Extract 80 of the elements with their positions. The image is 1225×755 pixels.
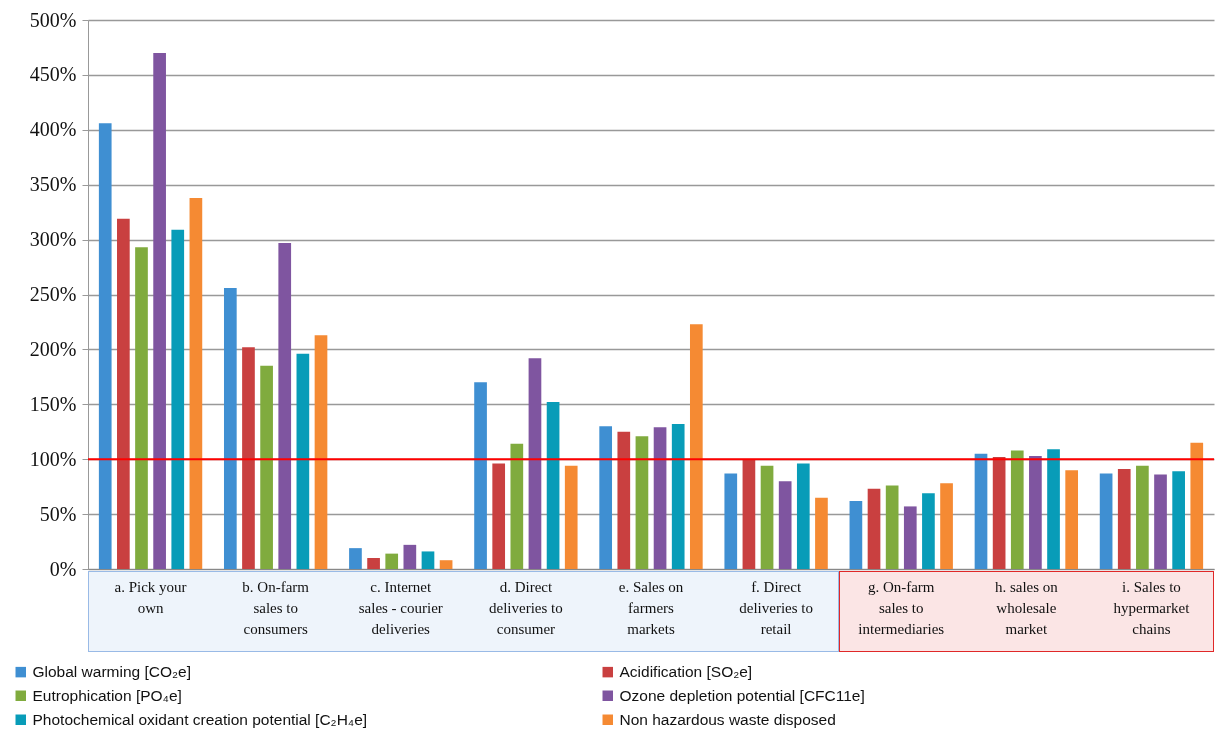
- x-tick-label: g. On-farm sales to intermediaries: [858, 578, 945, 637]
- bar: [724, 473, 738, 569]
- bar: [1029, 455, 1042, 569]
- bar: [903, 506, 917, 569]
- bar: [1154, 474, 1167, 569]
- bar: [403, 544, 417, 569]
- bar: [153, 52, 166, 569]
- bar: [1047, 449, 1060, 569]
- bar: [1099, 473, 1113, 569]
- bar: [98, 123, 112, 569]
- x-tick-label: i. Sales to hypermarket chains: [1113, 578, 1191, 637]
- bar: [278, 242, 292, 569]
- legend-label: Photochemical oxidant creation potential [C₂H₄e]: [32, 710, 368, 728]
- bar: [385, 553, 399, 569]
- bar: [546, 402, 560, 569]
- y-tick-label: 50%: [39, 502, 77, 525]
- y-tick-label: 300%: [29, 228, 77, 251]
- bar: [223, 287, 237, 569]
- bar: [1065, 470, 1079, 569]
- x-tick-label: f. Direct deliveries to retail: [739, 578, 813, 637]
- y-tick-label: 100%: [29, 447, 77, 470]
- bar: [171, 229, 185, 569]
- y-tick-label: 250%: [29, 283, 77, 305]
- bar: [742, 459, 756, 569]
- legend-label: Ozone depletion potential [CFC11e]: [619, 686, 865, 704]
- x-tick-label: e. Sales on farmers markets: [618, 578, 684, 637]
- bar: [940, 483, 953, 569]
- legend-label: Acidification [SO₂e]: [619, 663, 753, 681]
- bar: [189, 197, 203, 569]
- legend-label: Eutrophication [PO₄e]: [32, 686, 182, 704]
- bar: [974, 453, 988, 569]
- bar: [867, 488, 881, 569]
- bar: [528, 358, 542, 569]
- bar: [135, 247, 148, 569]
- bar: [117, 218, 130, 569]
- bar: [796, 463, 810, 569]
- bar: [922, 493, 935, 569]
- bar: [689, 324, 703, 569]
- bar: [296, 353, 310, 569]
- bar: [1010, 450, 1024, 569]
- bar: [778, 481, 792, 569]
- bar: [474, 382, 487, 569]
- x-tick-label: c. Internet sales - courier deliveries: [358, 578, 443, 637]
- bar: [653, 427, 667, 569]
- x-tick-label: h. sales on wholesale market: [994, 578, 1059, 637]
- y-tick-label: 150%: [29, 392, 77, 415]
- bar: [349, 548, 362, 569]
- y-tick-label: 0%: [49, 557, 77, 580]
- bar: [760, 465, 774, 569]
- y-tick-label: 350%: [29, 173, 77, 196]
- bar: [314, 335, 328, 569]
- bar: [815, 497, 828, 569]
- bar: [885, 485, 899, 569]
- bar: [671, 424, 685, 569]
- y-tick-label: 500%: [29, 8, 77, 31]
- legend-label: Non hazardous waste disposed: [619, 710, 836, 728]
- bar: [617, 431, 631, 569]
- y-tick-label: 400%: [29, 118, 77, 141]
- bar: [510, 443, 524, 569]
- bar: [564, 465, 578, 569]
- bar: [635, 436, 649, 569]
- legend-label: Global warming [CO₂e]: [32, 663, 191, 681]
- x-tick-label: a. Pick your own: [114, 578, 187, 616]
- y-tick-label: 450%: [29, 63, 77, 86]
- bar: [492, 463, 506, 569]
- bar: [421, 551, 435, 569]
- bar: [849, 500, 863, 569]
- bar: [1172, 471, 1185, 569]
- bar: [260, 365, 273, 569]
- bar: [367, 558, 380, 569]
- x-tick-label: d. Direct deliveries to consumer: [489, 578, 563, 637]
- x-tick-label: b. On-farm sales to consumers: [242, 578, 310, 637]
- bar: [1117, 469, 1131, 569]
- bar: [242, 347, 255, 569]
- bar: [599, 426, 613, 569]
- bar: [992, 457, 1006, 569]
- bar: [1190, 442, 1204, 569]
- y-tick-label: 200%: [29, 337, 77, 360]
- bar: [1136, 465, 1149, 569]
- bar: [439, 560, 453, 569]
